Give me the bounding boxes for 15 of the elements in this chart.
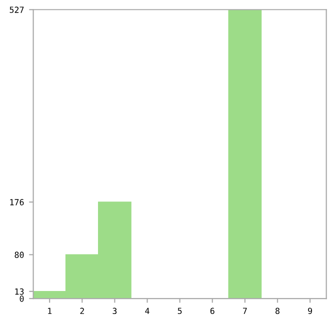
y-tick-label: 0	[20, 296, 24, 302]
y-tick-label: 13	[15, 288, 24, 295]
y-tick-label: 80	[14, 252, 24, 258]
x-tick-label: 5	[178, 308, 182, 314]
y-tick-label: 176	[10, 199, 24, 206]
x-tick-label: 6	[210, 308, 214, 314]
x-tick-label: 2	[80, 308, 84, 314]
x-tick-label: 7	[242, 308, 247, 314]
x-tick-label: 1	[48, 308, 52, 314]
x-tick-label: 4	[145, 308, 150, 314]
x-tick-label: 3	[112, 308, 117, 314]
y-tick-label: 527	[10, 6, 24, 13]
bar	[228, 10, 262, 299]
x-tick-label: 8	[276, 308, 280, 314]
x-tick-label: 9	[308, 308, 312, 314]
